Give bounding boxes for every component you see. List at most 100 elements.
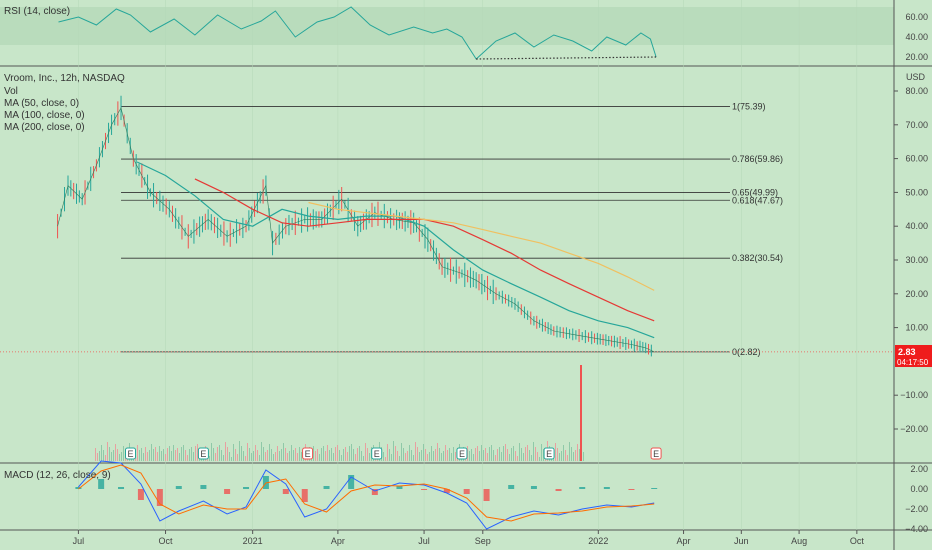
volume-bar <box>347 452 348 461</box>
volume-bar <box>157 452 158 461</box>
volume-bar <box>485 448 486 461</box>
price-axis-layer[interactable]: 80.00 70.00 60.00 50.00 40.00 30.00 20.00 10.00… <box>894 12 928 534</box>
volume-bar <box>583 452 584 461</box>
price-tick-label: 50.00 <box>905 187 928 197</box>
earnings-marker[interactable]: E <box>371 447 383 460</box>
rsi-line[interactable] <box>58 6 657 60</box>
fib-level-label: 0.65(49.99) <box>732 187 778 197</box>
volume-bar <box>439 448 440 461</box>
volume-bar <box>359 446 360 461</box>
volume-bar <box>455 452 456 461</box>
volume-bar <box>403 448 404 461</box>
volume-bar <box>293 450 294 461</box>
earnings-marker-label: E <box>653 449 659 459</box>
volume-bar <box>571 447 572 461</box>
earnings-marker-label: E <box>305 449 311 459</box>
volume-bar <box>215 453 216 461</box>
volume-bar <box>477 446 478 461</box>
macd-histogram-bar <box>323 486 330 489</box>
rsi-legend[interactable]: RSI (14, close) <box>4 6 70 17</box>
earnings-marker[interactable]: E <box>302 447 314 460</box>
earnings-marker[interactable]: E <box>197 447 209 460</box>
volume-bar <box>561 451 562 461</box>
price-tick-label: 20.00 <box>905 289 928 299</box>
earnings-marker[interactable]: E <box>650 447 662 460</box>
volume-bar <box>451 453 452 461</box>
volume-bar <box>245 456 246 461</box>
volume-bar <box>441 453 442 461</box>
price-legend-ma200[interactable]: MA (200, close, 0) <box>4 122 85 133</box>
volume-bar <box>391 454 392 461</box>
volume-bar <box>405 453 406 461</box>
time-axis-layer[interactable]: Jul Oct 2021 Apr Jul Sep 2022 Apr Jun Aug Oct <box>73 530 865 546</box>
macd-histogram-bar <box>530 486 537 489</box>
volume-bar <box>563 445 564 461</box>
volume-bar <box>569 442 570 461</box>
currency-label: USD <box>906 72 926 82</box>
rsi-tick-label: 20.00 <box>905 52 928 62</box>
volume-bar <box>121 452 122 461</box>
volume-bar <box>435 449 436 461</box>
earnings-marker-label: E <box>127 449 133 459</box>
volume-bar <box>361 451 362 461</box>
price-legend-symbol[interactable]: Vroom, Inc., 12h, NASDAQ <box>4 73 125 84</box>
volume-bar <box>255 445 256 461</box>
volume-bar <box>411 450 412 461</box>
ma200-line[interactable] <box>308 201 655 291</box>
moving-average-layer <box>136 161 655 339</box>
macd-histogram-bar <box>224 489 231 494</box>
volume-bar <box>113 450 114 461</box>
macd-signal-line[interactable] <box>78 464 655 522</box>
volume-bar <box>161 451 162 461</box>
time-tick-label: Apr <box>677 536 691 546</box>
macd-histogram-bar <box>98 479 105 489</box>
price-legend-ma50[interactable]: MA (50, close, 0) <box>4 98 79 109</box>
volume-bar <box>279 451 280 461</box>
volume-bar <box>579 449 580 461</box>
earnings-marker[interactable]: E <box>543 447 555 460</box>
volume-bar <box>115 444 116 461</box>
volume-bar <box>101 445 102 461</box>
time-tick-label: Jul <box>418 536 430 546</box>
volume-bar <box>521 448 522 461</box>
macd-legend[interactable]: MACD (12, 26, close, 9) <box>4 470 111 481</box>
earnings-marker[interactable]: E <box>124 447 136 460</box>
price-legend-ma100[interactable]: MA (100, close, 0) <box>4 110 85 121</box>
volume-bar <box>195 446 196 461</box>
fib-level-label: 0.786(59.86) <box>732 154 783 164</box>
volume-bar <box>433 451 434 461</box>
volume-bar <box>427 454 428 461</box>
volume-bar <box>537 452 538 461</box>
volume-bar <box>281 449 282 461</box>
volume-bar <box>141 448 142 461</box>
price-legend-vol[interactable]: Vol <box>4 86 18 97</box>
macd-histogram-bar <box>463 489 470 494</box>
time-tick-label: Aug <box>791 536 807 546</box>
macd-histogram-bar <box>175 486 182 489</box>
macd-histogram-bar <box>75 487 82 489</box>
volume-bar <box>149 450 150 461</box>
volume-bar <box>239 441 240 461</box>
volume-bar <box>139 450 140 461</box>
volume-bar <box>493 450 494 461</box>
volume-bar <box>447 450 448 461</box>
volume-bar <box>325 451 326 461</box>
volume-bar <box>165 454 166 461</box>
earnings-marker-label: E <box>374 449 380 459</box>
volume-bar <box>385 457 386 461</box>
volume-bar <box>413 455 414 461</box>
macd-histogram-bar <box>156 489 163 506</box>
earnings-marker[interactable]: E <box>456 447 468 460</box>
volume-bar <box>495 455 496 461</box>
volume-bar <box>249 448 250 461</box>
volume-bar <box>507 449 508 461</box>
volume-bar <box>277 446 278 461</box>
volume-bar <box>531 455 532 461</box>
earnings-marker-box <box>371 447 383 460</box>
volume-bar <box>123 446 124 461</box>
volume-bar <box>331 448 332 461</box>
volume-bar <box>291 445 292 461</box>
volume-bar <box>211 443 212 461</box>
volume-bar <box>559 453 560 461</box>
macd-histogram-bar <box>443 489 450 493</box>
